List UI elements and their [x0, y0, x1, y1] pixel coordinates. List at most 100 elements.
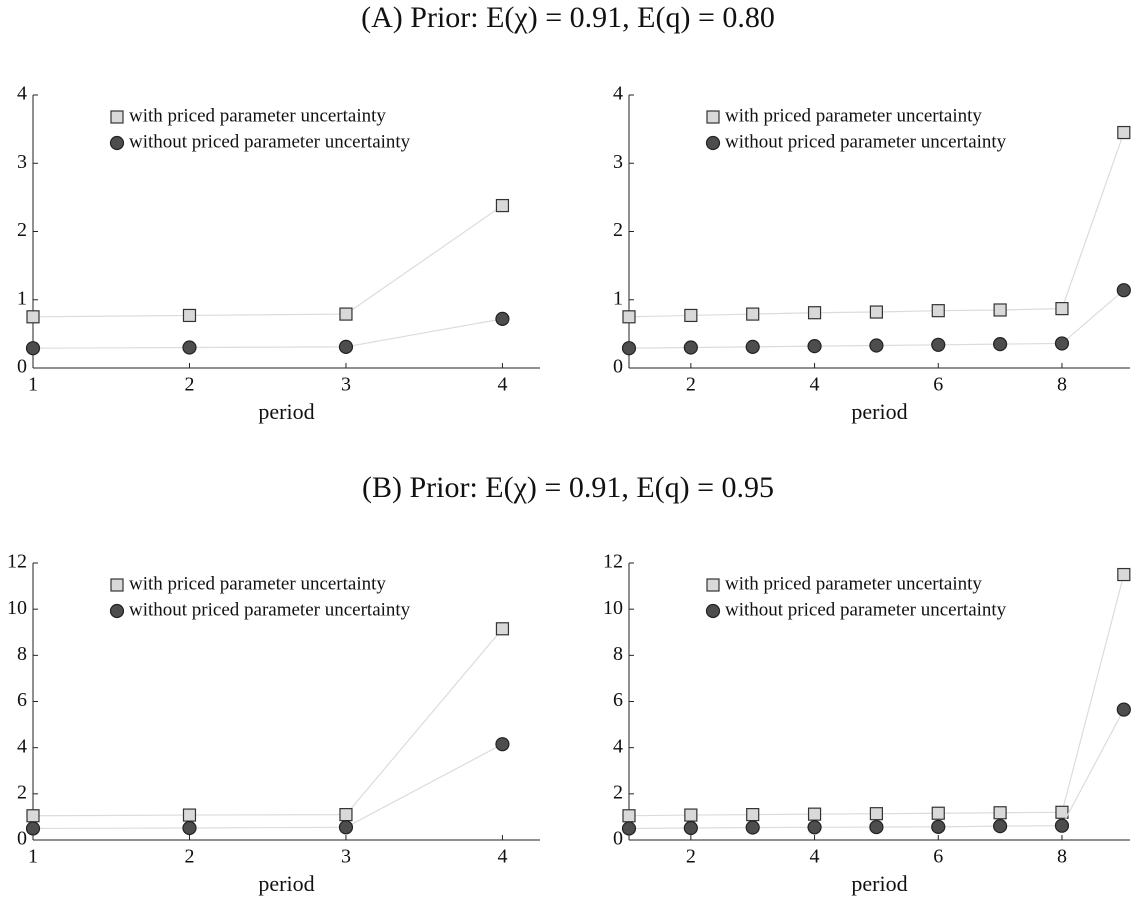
- point: [621, 821, 637, 836]
- point: [931, 304, 945, 318]
- point: [745, 820, 760, 835]
- legend-marker: [706, 578, 720, 592]
- point: [1054, 336, 1070, 351]
- point: [1117, 125, 1131, 140]
- legend-marker: [109, 135, 125, 151]
- point: [931, 819, 946, 834]
- point: [495, 737, 510, 752]
- point: [684, 808, 698, 822]
- point: [25, 821, 41, 836]
- y-tick-label: 2: [613, 219, 623, 241]
- section-title: (B) Prior: E(χ) = 0.91, E(q) = 0.95: [362, 471, 774, 504]
- point: [993, 337, 1008, 352]
- point: [338, 820, 354, 835]
- x-tick-label: 8: [1057, 374, 1067, 396]
- y-tick-label: 3: [613, 151, 623, 173]
- point: [993, 819, 1008, 834]
- point: [746, 307, 760, 321]
- y-tick-label: 2: [17, 219, 27, 241]
- y-tick-label: 4: [17, 83, 27, 105]
- point: [339, 307, 353, 321]
- point: [621, 341, 637, 356]
- point: [931, 337, 946, 352]
- x-tick-label: 3: [341, 374, 351, 396]
- point: [931, 806, 945, 820]
- point: [1055, 805, 1069, 819]
- point: [869, 305, 884, 319]
- point: [26, 310, 40, 324]
- point: [622, 310, 636, 324]
- y-tick-label: 4: [613, 83, 623, 105]
- point: [869, 338, 884, 353]
- x-tick-label: 8: [1057, 846, 1067, 868]
- point: [26, 809, 40, 823]
- legend-marker: [706, 110, 720, 124]
- y-tick-label: 0: [17, 356, 27, 378]
- x-tick-label: 2: [184, 846, 194, 868]
- x-axis-label: period: [258, 871, 314, 896]
- point: [495, 311, 510, 326]
- legend-label: without priced parameter uncertainty: [129, 131, 411, 152]
- y-tick-label: 3: [17, 151, 27, 173]
- x-tick-label: 4: [810, 846, 820, 868]
- y-tick-label: 0: [613, 828, 623, 850]
- series-line: [628, 132, 1125, 318]
- x-tick-label: 3: [341, 846, 351, 868]
- legend-marker: [109, 603, 125, 619]
- point: [993, 806, 1007, 820]
- point: [746, 808, 760, 822]
- legend-marker: [705, 603, 721, 619]
- point: [807, 820, 822, 835]
- point: [683, 820, 698, 836]
- point: [182, 808, 197, 822]
- legend-label: without priced parameter uncertainty: [725, 131, 1007, 152]
- point: [339, 808, 353, 822]
- x-tick-label: 4: [497, 846, 507, 868]
- section-title: (A) Prior: E(χ) = 0.91, E(q) = 0.80: [361, 1, 775, 34]
- y-tick-label: 2: [17, 781, 27, 803]
- point: [182, 308, 197, 323]
- x-tick-label: 6: [933, 846, 943, 868]
- x-tick-label: 2: [686, 374, 696, 396]
- y-tick-label: 6: [613, 689, 623, 711]
- x-tick-label: 4: [810, 374, 820, 396]
- y-tick-label: 4: [613, 735, 623, 757]
- point: [1117, 567, 1131, 582]
- series-line: [32, 205, 503, 318]
- x-tick-label: 2: [686, 846, 696, 868]
- x-axis-label: period: [258, 399, 314, 424]
- y-tick-label: 6: [17, 689, 27, 711]
- legend-label: with priced parameter uncertainty: [129, 105, 386, 126]
- x-tick-label: 2: [184, 374, 194, 396]
- y-tick-label: 2: [613, 781, 623, 803]
- x-axis-label: period: [851, 871, 907, 896]
- point: [1055, 302, 1069, 316]
- x-tick-label: 6: [933, 374, 943, 396]
- series-line: [32, 743, 503, 830]
- point: [993, 303, 1007, 317]
- legend-marker: [705, 135, 721, 151]
- point: [869, 819, 884, 835]
- y-tick-label: 1: [17, 287, 27, 309]
- point: [338, 339, 354, 354]
- legend-marker: [110, 578, 124, 592]
- point: [807, 306, 822, 320]
- point: [1116, 702, 1131, 717]
- y-tick-label: 4: [17, 735, 27, 757]
- point: [684, 308, 698, 323]
- x-tick-label: 4: [497, 374, 507, 396]
- point: [745, 339, 760, 354]
- y-tick-label: 12: [7, 551, 27, 573]
- point: [182, 820, 197, 836]
- legend-label: without priced parameter uncertainty: [129, 599, 411, 620]
- point: [683, 340, 698, 355]
- y-tick-label: 12: [603, 551, 623, 573]
- y-tick-label: 8: [17, 643, 27, 665]
- legend-label: without priced parameter uncertainty: [725, 599, 1007, 620]
- point: [495, 622, 510, 636]
- y-tick-label: 0: [17, 828, 27, 850]
- point: [1116, 283, 1131, 298]
- series-line: [32, 318, 503, 349]
- point: [25, 341, 41, 356]
